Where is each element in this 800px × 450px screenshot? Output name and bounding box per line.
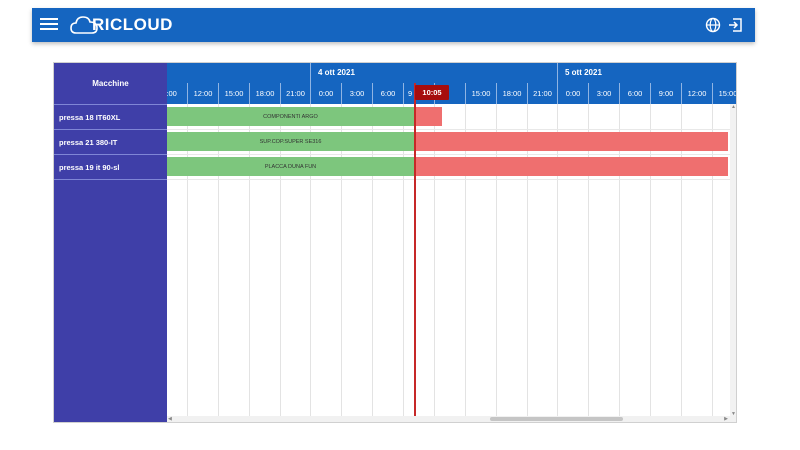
job-bar-pending[interactable]: [414, 157, 728, 176]
hour-header: 21:00: [527, 83, 557, 104]
hour-header: 6:00: [619, 83, 650, 104]
resource-row[interactable]: pressa 21 380-IT: [54, 130, 167, 155]
scroll-left-icon[interactable]: ◀: [168, 416, 172, 422]
grid-line: [218, 104, 219, 422]
grid-line: [249, 104, 250, 422]
hour-header: 3:00: [341, 83, 372, 104]
hour-header-row: 9:00 12:00 15:00 18:00 21:00 0:00 3:00 6…: [167, 83, 736, 104]
row-divider: [167, 154, 736, 155]
hour-header: 18:00: [249, 83, 280, 104]
hour-header: 15:00: [218, 83, 249, 104]
job-bar-pending[interactable]: [414, 107, 442, 126]
hour-header: 15:00: [465, 83, 496, 104]
grid-line: [650, 104, 651, 422]
grid-line: [434, 104, 435, 422]
hour-header: 12:00: [187, 83, 218, 104]
day-header: 4 ott 2021: [310, 63, 557, 83]
hour-header: 6:00: [372, 83, 403, 104]
hour-header: 9:00: [167, 83, 187, 104]
grid-line: [310, 104, 311, 422]
grid-line: [403, 104, 404, 422]
hour-header: 18:00: [496, 83, 527, 104]
ricloud-logo: RICLOUD: [70, 12, 173, 38]
hour-header: 0:00: [557, 83, 588, 104]
current-time-badge: 10:05: [415, 85, 449, 100]
cloud-logo-icon: [70, 16, 98, 34]
grid-line: [588, 104, 589, 422]
grid-line: [280, 104, 281, 422]
vertical-scrollbar[interactable]: ▲ ▼: [730, 104, 736, 417]
hour-header: 12:00: [681, 83, 712, 104]
grid-line: [619, 104, 620, 422]
resource-header: Macchine: [54, 63, 167, 105]
job-bar-completed[interactable]: COMPONENTI ARGO: [167, 107, 414, 126]
timeline[interactable]: 4 ott 2021 5 ott 2021 9:00 12:00 15:00 1…: [167, 63, 736, 422]
job-bar-completed[interactable]: PLACCA DUNA FUN: [167, 157, 414, 176]
horizontal-scrollbar[interactable]: ◀ ▶: [167, 416, 736, 422]
logout-icon[interactable]: [727, 17, 743, 33]
scroll-right-icon[interactable]: ▶: [724, 416, 728, 422]
hour-header: 3:00: [588, 83, 619, 104]
resource-column: Macchine pressa 18 IT60XL pressa 21 380-…: [54, 63, 167, 422]
job-bar-completed[interactable]: SUP.COP.SUPER SE316: [167, 132, 414, 151]
grid-line: [527, 104, 528, 422]
resource-row[interactable]: pressa 18 IT60XL: [54, 105, 167, 130]
grid-line: [187, 104, 188, 422]
globe-icon[interactable]: [705, 17, 721, 33]
hour-header: 9: [403, 83, 434, 104]
horizontal-scroll-thumb[interactable]: [490, 417, 623, 421]
row-divider: [167, 129, 736, 130]
hamburger-menu-icon[interactable]: [40, 16, 58, 32]
hour-header: 21:00: [280, 83, 310, 104]
current-time-line: [414, 83, 416, 422]
grid-line: [681, 104, 682, 422]
grid-line: [372, 104, 373, 422]
logo-text: RICLOUD: [92, 15, 173, 34]
app-bar: RICLOUD: [32, 8, 755, 42]
day-header-row: 4 ott 2021 5 ott 2021: [167, 63, 736, 83]
day-header: 5 ott 2021: [557, 63, 736, 83]
job-bar-pending[interactable]: [414, 132, 728, 151]
grid-line: [341, 104, 342, 422]
machine-scheduler: Macchine pressa 18 IT60XL pressa 21 380-…: [53, 62, 737, 423]
hour-header: 9:00: [650, 83, 681, 104]
hour-header: 0:00: [310, 83, 341, 104]
resource-row[interactable]: pressa 19 it 90-sl: [54, 155, 167, 180]
scroll-up-icon[interactable]: ▲: [731, 104, 736, 110]
grid-line: [465, 104, 466, 422]
grid-line: [557, 104, 558, 422]
scroll-down-icon[interactable]: ▼: [731, 411, 736, 417]
grid-line: [712, 104, 713, 422]
grid-line: [496, 104, 497, 422]
row-divider: [167, 179, 736, 180]
hour-header: 15:00: [712, 83, 736, 104]
